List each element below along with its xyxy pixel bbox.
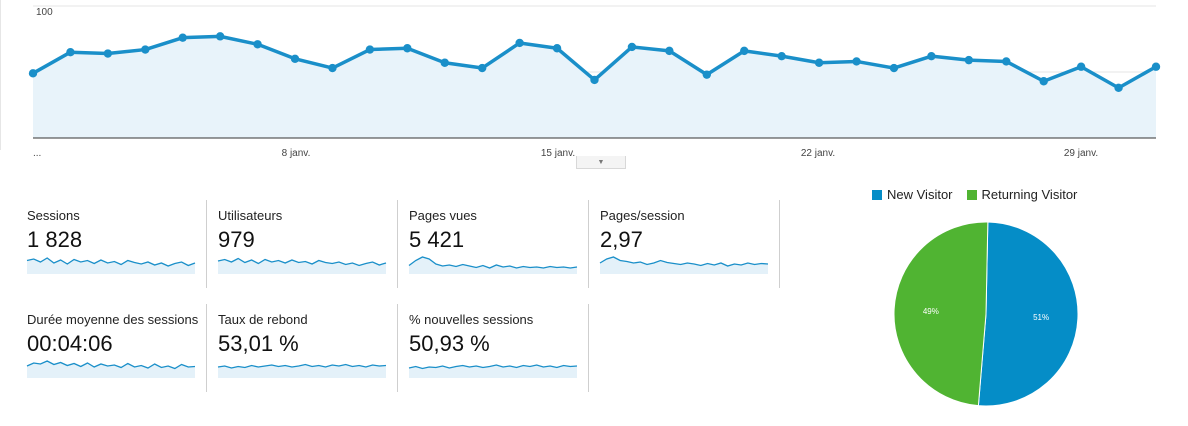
data-point (552, 44, 562, 53)
sparkline-area (27, 258, 195, 274)
pie-legend: New Visitor Returning Visitor (872, 187, 1077, 202)
metric-label: Sessions (27, 208, 80, 223)
data-point (590, 75, 599, 85)
data-point (777, 51, 786, 61)
metric-label: % nouvelles sessions (409, 312, 534, 327)
sparkline-line (26, 360, 196, 370)
x-tick-label: 8 janv. (282, 148, 311, 159)
metric-sparkline (217, 257, 387, 274)
data-point (1002, 57, 1011, 66)
sparkline-line (408, 256, 578, 269)
data-point (889, 63, 899, 73)
sparkline-area (600, 257, 768, 274)
metric-avg-session-duration[interactable]: Durée moyenne des sessions 00:04:06 (16, 304, 207, 392)
metric-pages-per-session[interactable]: Pages/session 2,97 (589, 200, 780, 288)
sparkline-line (408, 364, 578, 370)
x-tick-label: 29 janv. (1064, 148, 1098, 159)
legend-item-new-visitor[interactable]: New Visitor (872, 187, 953, 202)
data-point (141, 45, 150, 54)
sparkline-line (26, 257, 196, 267)
metric-sparkline (408, 364, 578, 378)
data-point (627, 42, 637, 52)
metric-label: Durée moyenne des sessions (27, 312, 199, 327)
sparkline-line (217, 257, 387, 267)
data-point (178, 33, 187, 42)
metric-users[interactable]: Utilisateurs 979 (207, 200, 398, 288)
data-point (964, 55, 974, 65)
data-point (290, 54, 300, 63)
metric-sparkline (26, 360, 196, 378)
sparkline-area (218, 258, 386, 274)
metric-label: Pages/session (600, 208, 685, 223)
chevron-down-icon: ▼ (597, 158, 605, 166)
metric-label: Utilisateurs (218, 208, 283, 223)
data-point (1114, 83, 1123, 93)
data-point (66, 48, 75, 57)
chart-left-border (0, 0, 1, 150)
metric-sparkline (408, 256, 578, 274)
pie-slice (893, 221, 989, 407)
sparkline-line (599, 256, 769, 267)
data-point (665, 46, 674, 56)
data-point (515, 38, 524, 48)
data-point (927, 51, 936, 61)
data-point (28, 69, 38, 78)
legend-item-returning-visitor[interactable]: Returning Visitor (966, 187, 1078, 202)
data-point (478, 63, 487, 73)
metric-label: Taux de rebond (218, 312, 308, 327)
sparkline-line (217, 363, 387, 369)
data-point (103, 49, 113, 58)
data-point (852, 57, 861, 66)
data-point (215, 32, 225, 41)
metric-value: 00:04:06 (27, 331, 113, 356)
data-point (1151, 62, 1161, 71)
sparkline-area (409, 257, 577, 274)
data-point (1039, 77, 1048, 86)
data-point (702, 70, 711, 79)
metric-sparkline (217, 363, 387, 378)
metric-bounce-rate[interactable]: Taux de rebond 53,01 % (207, 304, 398, 392)
pie-slice (977, 221, 1079, 407)
metric-value: 1 828 (27, 227, 83, 252)
metric-sparkline (26, 257, 196, 274)
pie-slice-label: 51% (1033, 313, 1049, 322)
x-tick-label: 15 janv. (541, 148, 575, 159)
data-point (365, 45, 375, 54)
visitor-type-pie-chart: 51% 49% (893, 221, 1079, 407)
metric-label: Pages vues (409, 208, 477, 223)
metric-value: 53,01 % (218, 331, 299, 356)
legend-swatch (966, 189, 977, 200)
sparkline-area (218, 364, 386, 378)
data-point (814, 58, 824, 67)
metric-value: 5 421 (409, 227, 465, 252)
metric-value: 979 (218, 227, 255, 252)
data-point (1076, 62, 1086, 71)
legend-label: Returning Visitor (981, 187, 1078, 202)
metric-pageviews[interactable]: Pages vues 5 421 (398, 200, 589, 288)
data-point (253, 40, 262, 49)
y-axis-label: 100 (36, 7, 53, 18)
x-tick-label: ... (33, 148, 41, 159)
metric-new-sessions-pct[interactable]: % nouvelles sessions 50,93 % (398, 304, 589, 392)
data-point (328, 63, 337, 73)
legend-swatch (872, 189, 882, 200)
legend-label: New Visitor (887, 187, 953, 202)
metric-sparkline (599, 256, 769, 274)
metric-value: 50,93 % (409, 331, 490, 356)
x-tick-label: 22 janv. (801, 148, 835, 159)
metric-sessions[interactable]: Sessions 1 828 (16, 200, 207, 288)
area-fill (33, 36, 1156, 138)
sessions-line-chart: 10050...8 janv.15 janv.22 janv.29 janv. (28, 5, 1161, 159)
pie-slice-label: 49% (923, 307, 939, 316)
data-point (403, 44, 412, 53)
data-point (740, 46, 749, 56)
metric-value: 2,97 (600, 227, 643, 252)
collapse-chart-toggle[interactable]: ▼ (576, 156, 626, 169)
data-point (440, 58, 449, 67)
